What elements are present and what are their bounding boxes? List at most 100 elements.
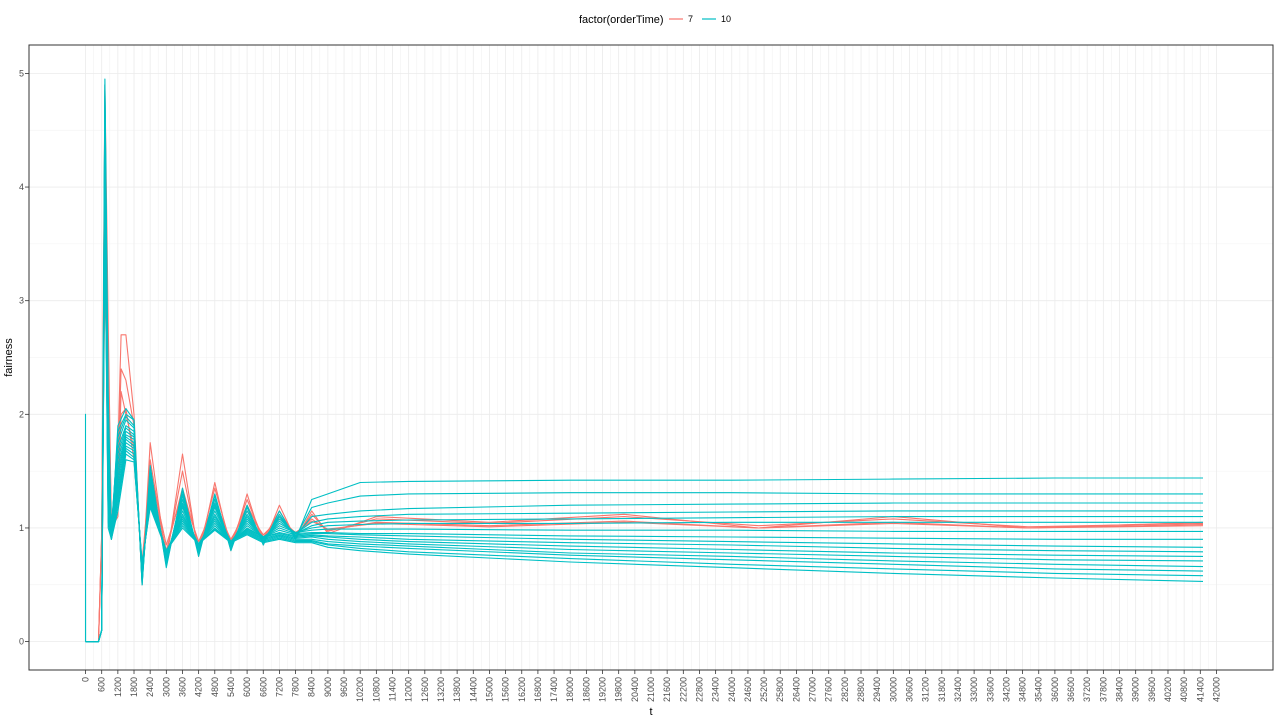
x-tick-label: 34200	[1001, 677, 1011, 702]
x-tick-label: 4200	[194, 677, 204, 697]
series-line-10	[85, 141, 1203, 643]
x-tick-label: 21000	[646, 677, 656, 702]
x-tick-label: 8400	[307, 677, 317, 697]
x-tick-label: 30600	[904, 677, 914, 702]
x-tick-label: 28800	[856, 677, 866, 702]
series-line-10	[85, 231, 1204, 643]
x-tick-label: 3600	[177, 677, 187, 697]
legend-label: 10	[721, 14, 731, 24]
x-tick-label: 19200	[598, 677, 608, 702]
x-tick-label: 40800	[1179, 677, 1189, 702]
x-tick-label: 36600	[1066, 677, 1076, 702]
x-tick-label: 29400	[872, 677, 882, 702]
x-axis-title: t	[649, 706, 652, 718]
x-tick-label: 20400	[630, 677, 640, 702]
x-tick-label: 38400	[1115, 677, 1125, 702]
x-tick-label: 24000	[727, 677, 737, 702]
x-tick-label: 3000	[161, 677, 171, 697]
y-tick-label: 1	[19, 523, 24, 533]
y-tick-label: 2	[19, 409, 24, 419]
series-line-10	[85, 84, 1203, 643]
y-tick-label: 4	[19, 182, 24, 192]
x-tick-label: 30000	[888, 677, 898, 702]
x-tick-label: 25200	[759, 677, 769, 702]
y-tick-label: 3	[19, 296, 24, 306]
x-tick-label: 10800	[371, 677, 381, 702]
legend-title: factor(orderTime)	[579, 14, 664, 26]
x-tick-label: 1200	[113, 677, 123, 697]
x-tick-label: 27600	[824, 677, 834, 702]
x-tick-label: 15000	[484, 677, 494, 702]
y-axis: 0 1 2 3 4 5	[19, 68, 29, 647]
x-tick-label: 37800	[1098, 677, 1108, 702]
x-tick-label: 23400	[711, 677, 721, 702]
x-tick-label: 33000	[969, 677, 979, 702]
x-tick-label: 42000	[1211, 677, 1221, 702]
series-line-7	[85, 175, 1204, 643]
x-tick-label: 24600	[743, 677, 753, 702]
x-tick-label: 39600	[1147, 677, 1157, 702]
x-tick-label: 18600	[581, 677, 591, 702]
series-line-10	[85, 118, 1203, 643]
legend-label: 7	[688, 14, 693, 24]
x-tick-label: 31200	[921, 677, 931, 702]
x-tick-label: 19800	[614, 677, 624, 702]
x-tick-label: 2400	[145, 677, 155, 697]
x-tick-label: 10200	[355, 677, 365, 702]
x-tick-label: 6000	[242, 677, 252, 697]
legend: factor(orderTime) 7 10	[579, 14, 731, 26]
x-tick-label: 36000	[1050, 677, 1060, 702]
x-tick-label: 21600	[662, 677, 672, 702]
series-line-10	[85, 209, 1204, 643]
series-line-7	[85, 288, 1204, 643]
series-line-10	[85, 163, 1204, 643]
x-tick-label: 15600	[501, 677, 511, 702]
series-7	[85, 84, 1204, 643]
x-tick-label: 13800	[452, 677, 462, 702]
x-tick-label: 12000	[404, 677, 414, 702]
x-tick-label: 12600	[420, 677, 430, 702]
x-tick-label: 0	[81, 677, 91, 682]
y-tick-label: 0	[19, 637, 24, 647]
x-tick-label: 40200	[1163, 677, 1173, 702]
x-tick-label: 39000	[1131, 677, 1141, 702]
x-tick-label: 16800	[533, 677, 543, 702]
x-tick-label: 41400	[1195, 677, 1205, 702]
x-tick-label: 6600	[258, 677, 268, 697]
x-tick-label: 4800	[210, 677, 220, 697]
x-tick-label: 31800	[937, 677, 947, 702]
x-tick-label: 17400	[549, 677, 559, 702]
series-10	[84, 78, 1204, 643]
series-line-10	[85, 186, 1204, 643]
x-tick-label: 16200	[517, 677, 527, 702]
x-tick-label: 35400	[1034, 677, 1044, 702]
x-tick-label: 13200	[436, 677, 446, 702]
x-tick-label: 37200	[1082, 677, 1092, 702]
x-tick-label: 9600	[339, 677, 349, 697]
y-tick-label: 5	[19, 68, 24, 78]
legend-item-10: 10	[702, 14, 731, 24]
series-line-7	[85, 84, 1204, 643]
legend-item-7: 7	[669, 14, 693, 24]
x-tick-label: 28200	[840, 677, 850, 702]
series-line-10	[85, 197, 1204, 643]
x-tick-label: 33600	[985, 677, 995, 702]
x-tick-label: 32400	[953, 677, 963, 702]
x-axis: 0 600 1200 1800 2400 3000 3600 4200 4800 5400 6000…	[81, 670, 1221, 702]
x-tick-label: 9000	[323, 677, 333, 697]
series-line-10	[85, 175, 1204, 643]
x-tick-label: 26400	[791, 677, 801, 702]
x-tick-label: 22200	[678, 677, 688, 702]
series-line-10	[85, 220, 1204, 643]
x-tick-label: 11400	[388, 677, 398, 701]
x-tick-label: 7800	[291, 677, 301, 697]
y-axis-title: fairness	[3, 338, 15, 377]
series-layer	[84, 78, 1204, 643]
x-tick-label: 7200	[274, 677, 284, 697]
x-tick-label: 14400	[468, 677, 478, 702]
series-line-10	[84, 78, 1203, 643]
x-tick-label: 5400	[226, 677, 236, 697]
x-tick-label: 1800	[129, 677, 139, 697]
x-tick-label: 600	[97, 677, 107, 692]
